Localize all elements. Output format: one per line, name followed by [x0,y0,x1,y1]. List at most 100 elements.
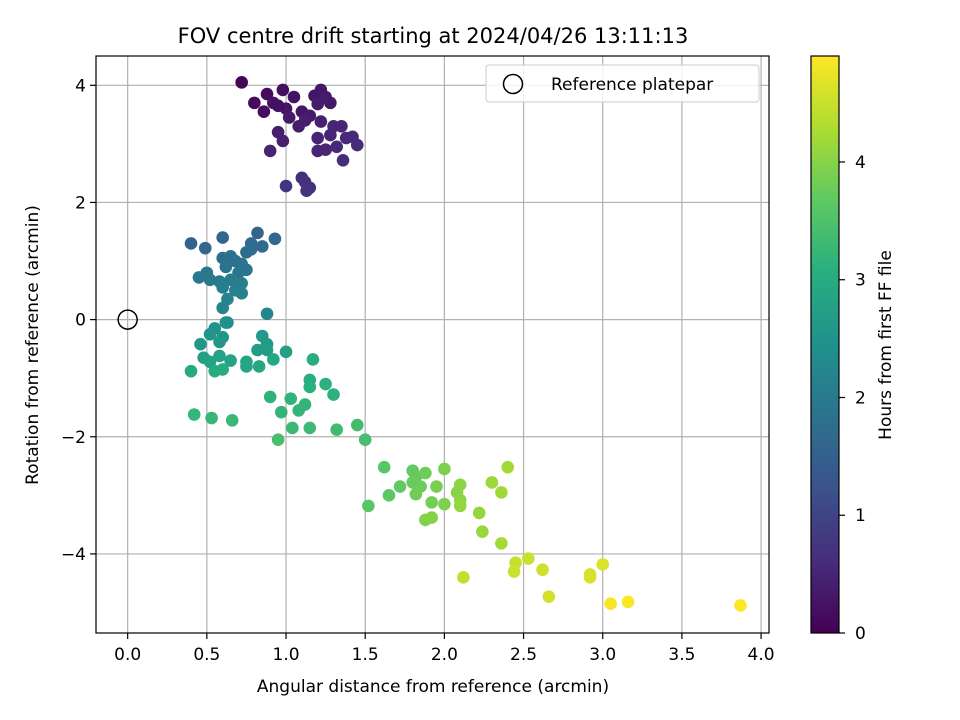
colorbar-label: Hours from first FF file [876,250,896,440]
x-tick-label: 2.0 [431,645,458,665]
scatter-point [336,153,350,167]
colorbar-gradient [810,55,840,634]
y-tick-label: −4 [61,545,86,565]
x-tick-label: 3.0 [589,645,616,665]
colorbar: 0 1 2 3 4 [810,55,866,644]
scatter-point [330,140,343,154]
legend: Reference platepar [485,64,760,103]
scatter-point [263,144,277,158]
colorbar-tick-label: 3 [855,271,866,291]
y-axis: −4 −2 0 2 4 [61,76,96,565]
x-tick-label: 3.5 [668,645,695,665]
scatter-point [205,411,218,425]
scatter-point [255,240,269,253]
scatter-point [495,537,508,550]
legend-box [485,64,760,103]
scatter-point [203,355,217,369]
scatter-point [287,90,301,104]
scatter-point [251,226,264,240]
scatter-point [501,460,515,474]
scatter-point [485,476,499,489]
y-tick-label: 0 [75,311,86,331]
scatter-point [438,497,451,511]
scatter-point [303,380,317,394]
y-tick-label: 2 [75,193,86,213]
reference-platepar-marker [117,309,138,330]
scatter-point [257,105,271,118]
scatter-point [219,260,233,274]
colorbar-tick-label: 4 [855,153,866,173]
scatter-point [542,590,556,603]
scatter-point [267,353,280,366]
scatter-point [319,90,332,104]
x-tick-label: 0.0 [114,645,141,665]
legend-marker [502,73,524,95]
scatter-point [276,134,290,148]
scatter-point [425,496,439,509]
scatter-point [224,273,237,287]
scatter-point [252,360,266,373]
colorbar-tick-label: 2 [855,388,866,408]
scatter-point [192,271,206,284]
scatter-point [274,405,288,419]
colorbar-tick-label: 1 [855,506,866,526]
scatter-point [279,345,293,359]
scatter-point [419,466,432,480]
scatter-point [260,343,274,357]
scatter-point [409,487,423,501]
scatter-point [472,506,486,520]
scatter-point [194,337,207,351]
scatter-point [303,421,317,435]
y-tick-label: −2 [61,428,86,448]
scatter-point [430,480,443,493]
scatter-point [495,486,508,499]
scatter-point [213,335,226,349]
scatter-point [292,404,305,417]
scatter-point [216,363,229,376]
scatter-point [248,96,261,110]
scatter-point [251,343,264,357]
scatter-point [476,525,489,538]
legend-label: Reference platepar [551,75,713,95]
scatter-point [235,286,248,300]
scatter-point [225,414,239,427]
scatter-point [621,595,635,609]
scatter-point [314,115,328,128]
scatter-point [734,599,747,612]
scatter-point [330,423,343,437]
scatter-point [382,489,396,502]
scatter-point [358,433,372,446]
scatter-point [453,499,467,513]
reference-layer [117,309,138,330]
scatter-point [271,99,285,113]
scatter-point [219,316,233,329]
scatter-point [260,87,274,101]
scatter-point [263,390,277,404]
y-axis-label: Rotation from reference (arcmin) [23,205,43,485]
scatter-point [604,597,617,611]
x-tick-label: 4.0 [748,645,775,665]
scatter-point [216,231,229,244]
scatter-point [268,232,282,246]
scatter-point [438,462,451,476]
scatter-point [184,364,198,378]
points-layer [184,76,747,612]
scatter-point [425,511,439,524]
scatter-point [213,349,226,363]
scatter-point [536,563,549,577]
scatter-point [377,460,391,474]
scatter-point [453,478,467,492]
scatter-point [216,281,229,294]
scatter-point [306,353,320,366]
scatter-point [522,552,535,565]
scatter-point [507,565,521,578]
scatter-point [235,76,248,89]
scatter-point [284,392,298,405]
scatter-point [319,377,332,391]
x-axis: 0.0 0.5 1.0 1.5 2.0 2.5 3.0 3.5 4.0 [114,633,775,665]
scatter-point [286,421,299,435]
scatter-point [596,558,610,571]
scatter-point [311,131,324,145]
